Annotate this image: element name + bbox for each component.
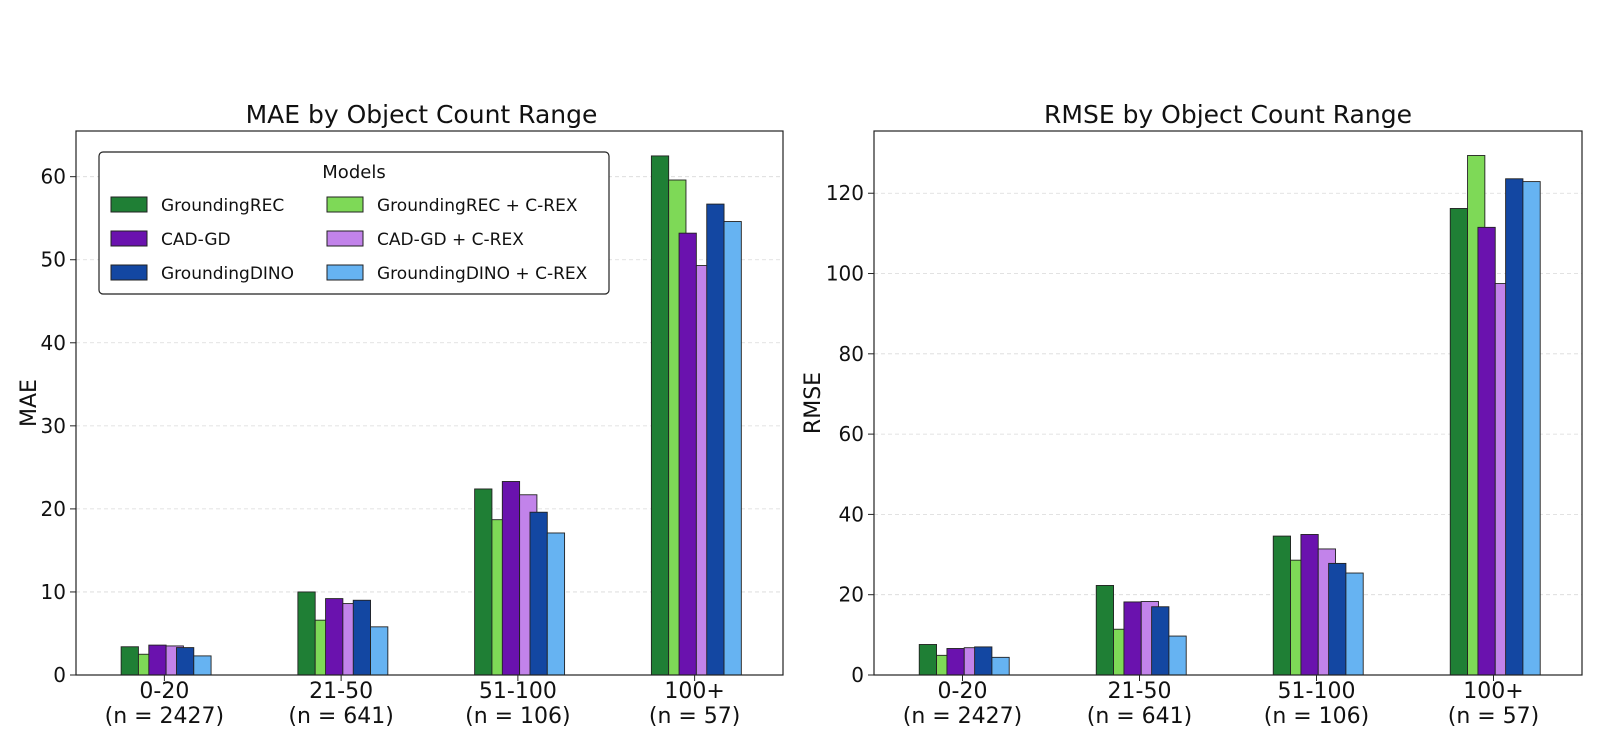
mae-bar-groundingdino-c-rex-21-50	[370, 626, 389, 676]
legend-label-groundingdino-crex: GroundingDINO + C-REX	[377, 264, 588, 284]
rmse-x-tick-label: 100+	[1463, 679, 1523, 704]
rmse-bar-groundingdino-0-20	[974, 646, 993, 676]
rmse-bar-groundingdino-100	[1505, 178, 1524, 676]
rmse-bar-groundingrec-100	[1449, 208, 1468, 676]
mae-bar-cad-gd-100	[678, 232, 697, 676]
rmse-bar-cad-gd-51-100	[1300, 534, 1319, 676]
mae-x-tick-count: (n = 57)	[649, 704, 741, 729]
rmse-bar-groundingrec-0-20	[918, 644, 937, 676]
mae-bar-groundingrec-51-100	[474, 488, 493, 676]
rmse-plot-frame	[873, 130, 1583, 676]
mae-y-axis-label: MAE	[17, 379, 42, 427]
mae-x-tick-label: 100+	[664, 679, 724, 704]
mae-bar-groundingrec-100	[650, 155, 670, 676]
mae-x-tick-label: 51-100	[479, 679, 557, 704]
mae-y-tick-label: 10	[41, 580, 66, 604]
rmse-y-ticks: 0 20 40 60 80 100 120	[826, 181, 874, 687]
rmse-y-tick-label: 80	[839, 342, 864, 366]
legend-title: Models	[322, 162, 385, 183]
rmse-bar-cad-gd-100	[1477, 226, 1496, 676]
legend-swatch-cad-gd-crex	[326, 230, 364, 247]
mae-x-tick-count: (n = 2427)	[105, 704, 225, 729]
mae-x-tick-label: 0-20	[139, 679, 189, 704]
rmse-x-ticks: 0-20(n = 2427) 21-50(n = 641) 51-100(n = 1…	[903, 675, 1540, 729]
mae-bar-groundingdino-21-50	[352, 599, 371, 676]
mae-y-tick-label: 20	[41, 497, 66, 521]
legend-swatch-groundingrec-crex	[326, 196, 364, 213]
rmse-x-tick-label: 21-50	[1108, 679, 1172, 704]
mae-y-ticks: 0 10 20 30 40 50 60	[41, 165, 76, 687]
mae-bar-groundingdino-c-rex-0-20	[193, 655, 212, 676]
mae-y-tick-label: 50	[41, 248, 66, 272]
rmse-y-tick-label: 0	[851, 663, 864, 687]
mae-bar-groundingdino-c-rex-100	[723, 221, 742, 676]
rmse-y-tick-label: 120	[826, 181, 864, 205]
rmse-y-tick-label: 100	[826, 262, 864, 286]
legend-label-groundingrec: GroundingREC	[161, 196, 284, 216]
rmse-bar-groundingdino-51-100	[1328, 562, 1347, 676]
rmse-x-tick-label: 0-20	[938, 679, 988, 704]
mae-panel: MAE by Object Count Range 0102030405060 …	[17, 100, 784, 729]
rmse-x-tick-count: (n = 106)	[1264, 704, 1370, 729]
mae-bar-groundingdino-c-rex-51-100	[546, 532, 566, 676]
rmse-y-tick-label: 20	[839, 583, 864, 607]
rmse-y-tick-label: 40	[839, 502, 864, 526]
rmse-bar-groundingrec-21-50	[1095, 585, 1114, 676]
rmse-bar-groundingdino-c-rex-21-50	[1168, 635, 1187, 676]
legend-swatch-groundingdino	[110, 264, 148, 281]
legend-box	[98, 151, 610, 295]
legend-swatch-cad-gd	[110, 230, 148, 247]
rmse-panel: RMSE by Object Count Range 0 20 40 60 80 100 1…	[801, 100, 1583, 729]
legend-label-groundingdino: GroundingDINO	[161, 264, 294, 284]
mae-y-tick-label: 40	[41, 331, 66, 355]
mae-bar-cad-gd-0-20	[148, 644, 167, 676]
mae-bars	[120, 155, 742, 676]
mae-bar-groundingrec-0-20	[120, 646, 139, 676]
legend-swatch-groundingrec	[110, 196, 148, 213]
mae-x-ticks: 0-20(n = 2427) 21-50(n = 641) 51-100(n = 1…	[105, 675, 741, 729]
rmse-x-tick-count: (n = 2427)	[903, 704, 1023, 729]
legend-label-groundingrec-crex: GroundingREC + C-REX	[377, 196, 578, 216]
mae-bar-groundingrec-21-50	[297, 591, 316, 676]
mae-x-tick-label: 21-50	[309, 679, 373, 704]
mae-y-tick-label: 30	[41, 414, 66, 438]
rmse-bar-groundingdino-c-rex-51-100	[1345, 572, 1364, 676]
rmse-x-tick-label: 51-100	[1278, 679, 1356, 704]
mae-bar-groundingdino-100	[706, 203, 725, 676]
rmse-y-tick-label: 60	[839, 422, 864, 446]
rmse-bar-groundingdino-c-rex-100	[1522, 181, 1541, 676]
legend-label-cad-gd-crex: CAD-GD + C-REX	[377, 230, 524, 250]
rmse-y-axis-label: RMSE	[801, 372, 826, 434]
mae-bar-groundingdino-0-20	[176, 647, 195, 676]
legend-label-cad-gd: CAD-GD	[161, 230, 231, 250]
rmse-bar-groundingrec-51-100	[1272, 535, 1291, 676]
rmse-x-tick-count: (n = 641)	[1087, 704, 1193, 729]
mae-y-tick-label: 0	[53, 663, 66, 687]
rmse-bar-groundingdino-c-rex-0-20	[991, 656, 1010, 676]
mae-bar-groundingdino-51-100	[529, 511, 548, 676]
mae-chart-title: MAE by Object Count Range	[246, 100, 598, 129]
rmse-x-tick-count: (n = 57)	[1448, 704, 1540, 729]
mae-x-tick-count: (n = 106)	[465, 704, 571, 729]
legend: Models GroundingREC CAD-GD GroundingDINO…	[98, 151, 610, 295]
mae-plot-frame	[75, 130, 784, 676]
mae-y-tick-label: 60	[41, 165, 66, 189]
mae-bar-cad-gd-21-50	[325, 598, 344, 676]
mae-x-tick-count: (n = 641)	[288, 704, 394, 729]
legend-swatch-groundingdino-crex	[326, 264, 364, 281]
rmse-bar-groundingdino-21-50	[1151, 606, 1170, 676]
rmse-chart-title: RMSE by Object Count Range	[1044, 100, 1412, 129]
rmse-bars	[918, 155, 1541, 676]
rmse-bar-cad-gd-21-50	[1123, 601, 1142, 676]
rmse-bar-cad-gd-0-20	[946, 648, 965, 676]
mae-bar-cad-gd-51-100	[501, 481, 521, 676]
